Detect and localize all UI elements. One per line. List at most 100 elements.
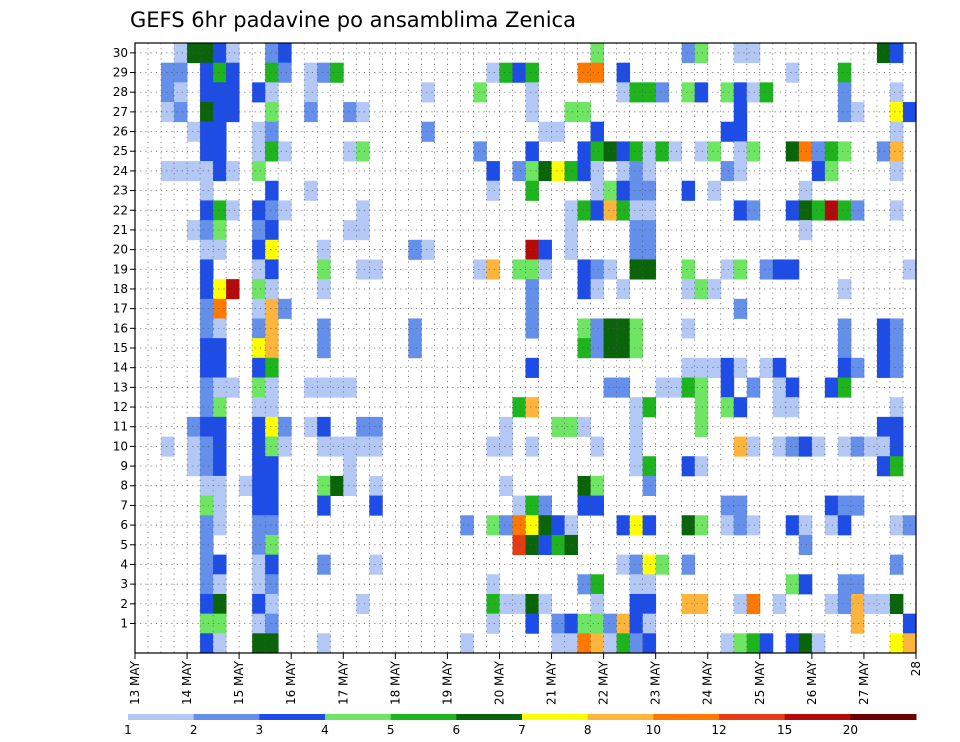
heat-cell — [265, 82, 279, 103]
heat-cell — [577, 141, 591, 162]
heat-cell — [252, 495, 266, 516]
x-axis: 13 MAY 14 MAY 15 MAY 16 MAY 17 MAY 18 MAY 19 M… — [128, 653, 923, 705]
heat-cell — [850, 574, 865, 595]
heat-cell — [850, 200, 865, 221]
heat-cell — [876, 43, 891, 64]
heat-cell — [629, 220, 644, 241]
legend-label: 10 — [646, 723, 661, 737]
heat-cell — [265, 574, 279, 595]
heat-cell — [889, 357, 904, 378]
heat-cell — [265, 259, 279, 280]
heat-cell — [590, 121, 604, 142]
heat-cell — [252, 554, 266, 575]
heat-cell — [590, 259, 604, 280]
heat-cell — [616, 200, 631, 221]
heat-cell — [213, 338, 227, 359]
heat-cell — [525, 141, 539, 162]
heat-cell — [785, 62, 800, 83]
heat-cell — [850, 102, 865, 123]
heat-cell — [876, 436, 891, 457]
heat-cell — [265, 416, 279, 437]
heat-cell — [785, 377, 800, 398]
heat-cell — [200, 574, 214, 595]
heat-cell — [369, 436, 383, 457]
heat-cell — [317, 416, 331, 437]
heat-cell — [785, 574, 800, 595]
heat-cell — [837, 338, 852, 359]
heat-cell — [590, 495, 604, 516]
x-tick-label: 20 MAY — [492, 660, 506, 705]
heat-cell — [252, 357, 266, 378]
heat-cell — [564, 200, 578, 221]
heat-cell — [733, 259, 748, 280]
heat-cell — [642, 397, 657, 418]
heat-cell — [681, 515, 696, 536]
heat-cell — [252, 239, 266, 260]
legend-swatch — [128, 714, 195, 720]
heat-cell — [629, 574, 644, 595]
heat-cell — [226, 43, 240, 64]
heat-cell — [759, 633, 774, 654]
heat-cell — [798, 220, 813, 241]
heat-cell — [629, 259, 644, 280]
heat-cell — [265, 298, 279, 319]
heat-cell — [655, 377, 670, 398]
heat-cell — [525, 82, 539, 103]
heat-cell — [252, 82, 266, 103]
heat-cell — [304, 102, 318, 123]
y-tick-label: 3 — [120, 577, 128, 591]
heat-cell — [460, 515, 474, 536]
heat-cell — [694, 377, 709, 398]
heat-cell — [525, 102, 539, 123]
heat-cell — [577, 475, 591, 496]
heat-cell — [252, 574, 266, 595]
heat-cell — [161, 102, 175, 123]
heat-cell — [616, 377, 631, 398]
heat-cell — [564, 534, 578, 556]
heat-cell — [512, 495, 526, 516]
heat-cell — [265, 593, 279, 615]
heat-cell — [174, 62, 188, 83]
heat-cell — [889, 593, 904, 615]
heat-cell — [408, 338, 422, 359]
heat-cell — [616, 62, 631, 83]
heat-cell — [629, 436, 644, 457]
heat-cell — [265, 515, 279, 536]
heat-cell — [525, 534, 539, 556]
heat-cell — [837, 357, 852, 378]
heat-cell — [733, 298, 748, 319]
heat-cell — [278, 298, 292, 319]
heat-cell — [902, 633, 917, 654]
heat-cell — [213, 495, 227, 516]
heat-cell — [213, 82, 227, 103]
heat-cell — [343, 456, 357, 477]
heat-cell — [200, 279, 214, 300]
heat-cell — [590, 613, 604, 634]
heat-cell — [538, 161, 552, 182]
heat-cell — [265, 200, 279, 221]
heat-cell — [213, 121, 227, 142]
heat-cell — [265, 141, 279, 162]
heat-cell — [876, 357, 891, 378]
heat-cell — [642, 515, 657, 536]
heat-cell — [889, 43, 904, 64]
heat-cell — [200, 593, 214, 615]
heat-cell — [850, 495, 865, 516]
heat-cell — [343, 436, 357, 457]
x-tick-label: 25 MAY — [753, 660, 767, 705]
heat-cell — [252, 377, 266, 398]
heat-cell — [837, 318, 852, 339]
y-tick-label: 10 — [113, 439, 128, 453]
heat-cell — [213, 633, 227, 654]
heat-cell — [733, 43, 748, 64]
heat-cell — [252, 200, 266, 221]
x-tick-label: 27 MAY — [857, 660, 871, 705]
heat-cell — [772, 593, 787, 615]
x-tick-label: 28 — [909, 661, 923, 676]
heat-cell — [629, 338, 644, 359]
heat-cell — [265, 633, 279, 654]
heat-cell — [707, 279, 722, 300]
heat-cell — [733, 495, 748, 516]
heat-cell — [629, 141, 644, 162]
